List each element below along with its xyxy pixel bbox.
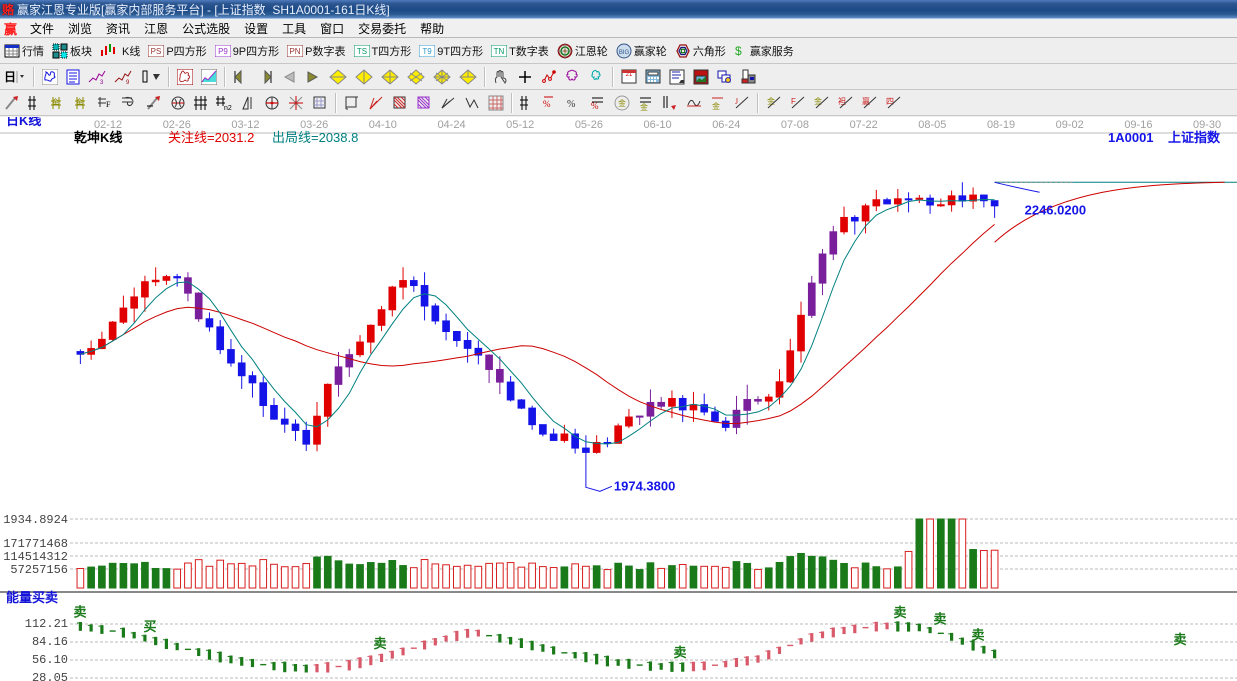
svg-text:TN: TN [494, 47, 505, 56]
svg-text:金: 金 [712, 101, 720, 111]
svg-text:%: % [567, 99, 575, 110]
svg-text:56.10: 56.10 [32, 653, 68, 667]
svg-text:金: 金 [52, 97, 59, 106]
svg-text:$: $ [735, 44, 742, 58]
svg-text:卖: 卖 [73, 604, 86, 619]
svg-text:07-22: 07-22 [850, 119, 878, 131]
svg-text:金: 金 [814, 96, 822, 106]
svg-text:袒: 袒 [838, 96, 846, 106]
svg-text:04-10: 04-10 [369, 119, 397, 131]
svg-text:09-02: 09-02 [1056, 119, 1084, 131]
svg-text:PS: PS [151, 47, 162, 56]
svg-text:买: 买 [143, 619, 156, 634]
svg-text:08-05: 08-05 [918, 119, 946, 131]
svg-text:F: F [106, 100, 111, 109]
svg-text:1A0001: 1A0001 [1108, 130, 1154, 145]
svg-text:171771468: 171771468 [3, 537, 68, 551]
svg-text:TS: TS [356, 47, 366, 56]
svg-text:114514312: 114514312 [3, 550, 68, 564]
svg-text:赢: 赢 [862, 96, 870, 106]
svg-text:卖: 卖 [673, 645, 686, 660]
svg-text:BIG: BIG [619, 50, 630, 56]
svg-text:2246.0200: 2246.0200 [1025, 202, 1086, 217]
svg-text:卖: 卖 [971, 628, 984, 643]
svg-text:关注线=2031.2: 关注线=2031.2 [168, 130, 254, 145]
svg-text:卖: 卖 [1173, 632, 1186, 647]
svg-text:四: 四 [886, 97, 894, 106]
svg-text:n2: n2 [224, 105, 232, 111]
svg-text:T9: T9 [423, 47, 433, 56]
svg-text:J: J [735, 97, 738, 106]
svg-text:07-08: 07-08 [781, 119, 809, 131]
svg-text:上证指数: 上证指数 [1168, 130, 1221, 145]
svg-text:卖: 卖 [933, 611, 946, 626]
svg-text:05-12: 05-12 [506, 119, 534, 131]
svg-text:金: 金 [640, 102, 648, 111]
svg-text:PN: PN [290, 47, 301, 56]
svg-text:06-24: 06-24 [712, 119, 740, 131]
svg-text:乾坤K线: 乾坤K线 [74, 130, 122, 145]
svg-text:日: 日 [4, 70, 16, 84]
svg-text:金: 金 [76, 97, 83, 106]
svg-text:28.05: 28.05 [32, 671, 68, 681]
svg-text:9: 9 [126, 80, 130, 85]
svg-text:3: 3 [100, 80, 104, 85]
svg-text:04-24: 04-24 [437, 119, 465, 131]
svg-text:112.21: 112.21 [25, 617, 68, 631]
svg-text:1934.8924: 1934.8924 [3, 513, 68, 527]
svg-text:%: % [591, 101, 599, 111]
svg-text:卖: 卖 [373, 636, 386, 651]
svg-text:%: % [543, 99, 551, 109]
svg-text:能量买卖: 能量买卖 [6, 590, 58, 605]
svg-text:1974.3800: 1974.3800 [614, 478, 675, 493]
svg-text:05-26: 05-26 [575, 119, 603, 131]
svg-text:日K线: 日K线 [6, 117, 41, 128]
svg-text:金: 金 [767, 96, 775, 106]
svg-text:P9: P9 [218, 47, 228, 56]
svg-text:84.16: 84.16 [32, 635, 68, 649]
svg-text:08-19: 08-19 [987, 119, 1015, 131]
svg-text:06-10: 06-10 [644, 119, 672, 131]
svg-text:出局线=2038.8: 出局线=2038.8 [272, 130, 358, 145]
svg-text:金: 金 [618, 98, 626, 108]
svg-text:卖: 卖 [893, 605, 906, 620]
svg-text:57257156: 57257156 [10, 563, 68, 577]
